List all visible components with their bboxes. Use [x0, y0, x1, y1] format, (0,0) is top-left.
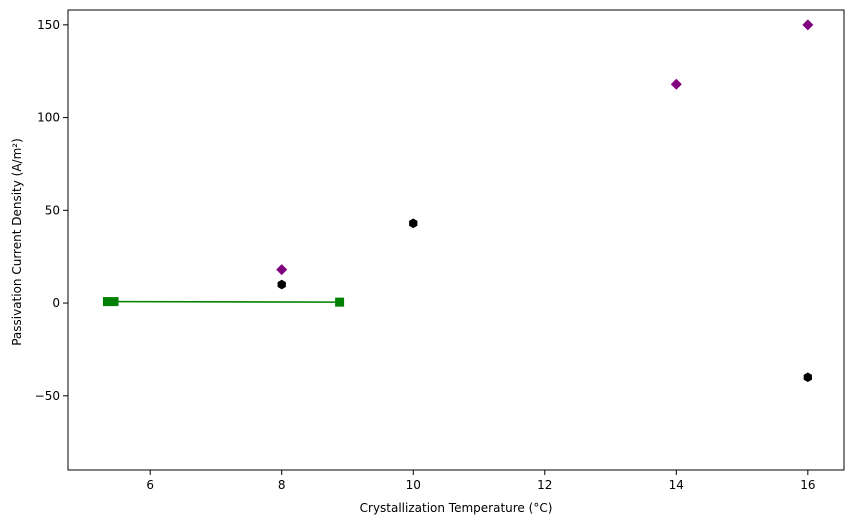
y-ticks: −50 0 50 100 150: [35, 18, 68, 403]
x-tick-label: 16: [800, 478, 815, 492]
x-tick-label: 6: [146, 478, 154, 492]
x-axis-label: Crystallization Temperature (°C): [360, 501, 553, 515]
data-point-hexagon: [803, 372, 812, 383]
y-tick-label: 100: [37, 111, 60, 125]
data-point-square: [335, 297, 345, 307]
data-point-square: [102, 297, 112, 307]
x-ticks: 6 8 10 12 14 16: [146, 470, 815, 492]
y-tick-label: −50: [35, 389, 60, 403]
data-point-diamond: [802, 19, 814, 31]
x-tick-label: 12: [537, 478, 552, 492]
series-line: [107, 300, 340, 303]
x-tick-label: 8: [278, 478, 286, 492]
plot-area: [68, 10, 844, 470]
data-point-diamond: [670, 78, 682, 90]
series-hexagon: [277, 218, 812, 383]
x-tick-label: 10: [406, 478, 421, 492]
x-tick-label: 14: [669, 478, 684, 492]
series-diamond: [276, 19, 814, 276]
series-square: [102, 297, 345, 307]
y-axis-label: Passivation Current Density (A/m²): [10, 138, 24, 346]
data-point-diamond: [276, 264, 288, 276]
plot-frame: [67, 9, 845, 471]
y-tick-label: 0: [52, 296, 60, 310]
data-point-square: [109, 297, 119, 307]
series-layer: [102, 19, 814, 383]
data-point-hexagon: [277, 279, 286, 290]
y-tick-label: 50: [45, 203, 60, 217]
y-tick-label: 150: [37, 18, 60, 32]
data-point-hexagon: [409, 218, 418, 229]
